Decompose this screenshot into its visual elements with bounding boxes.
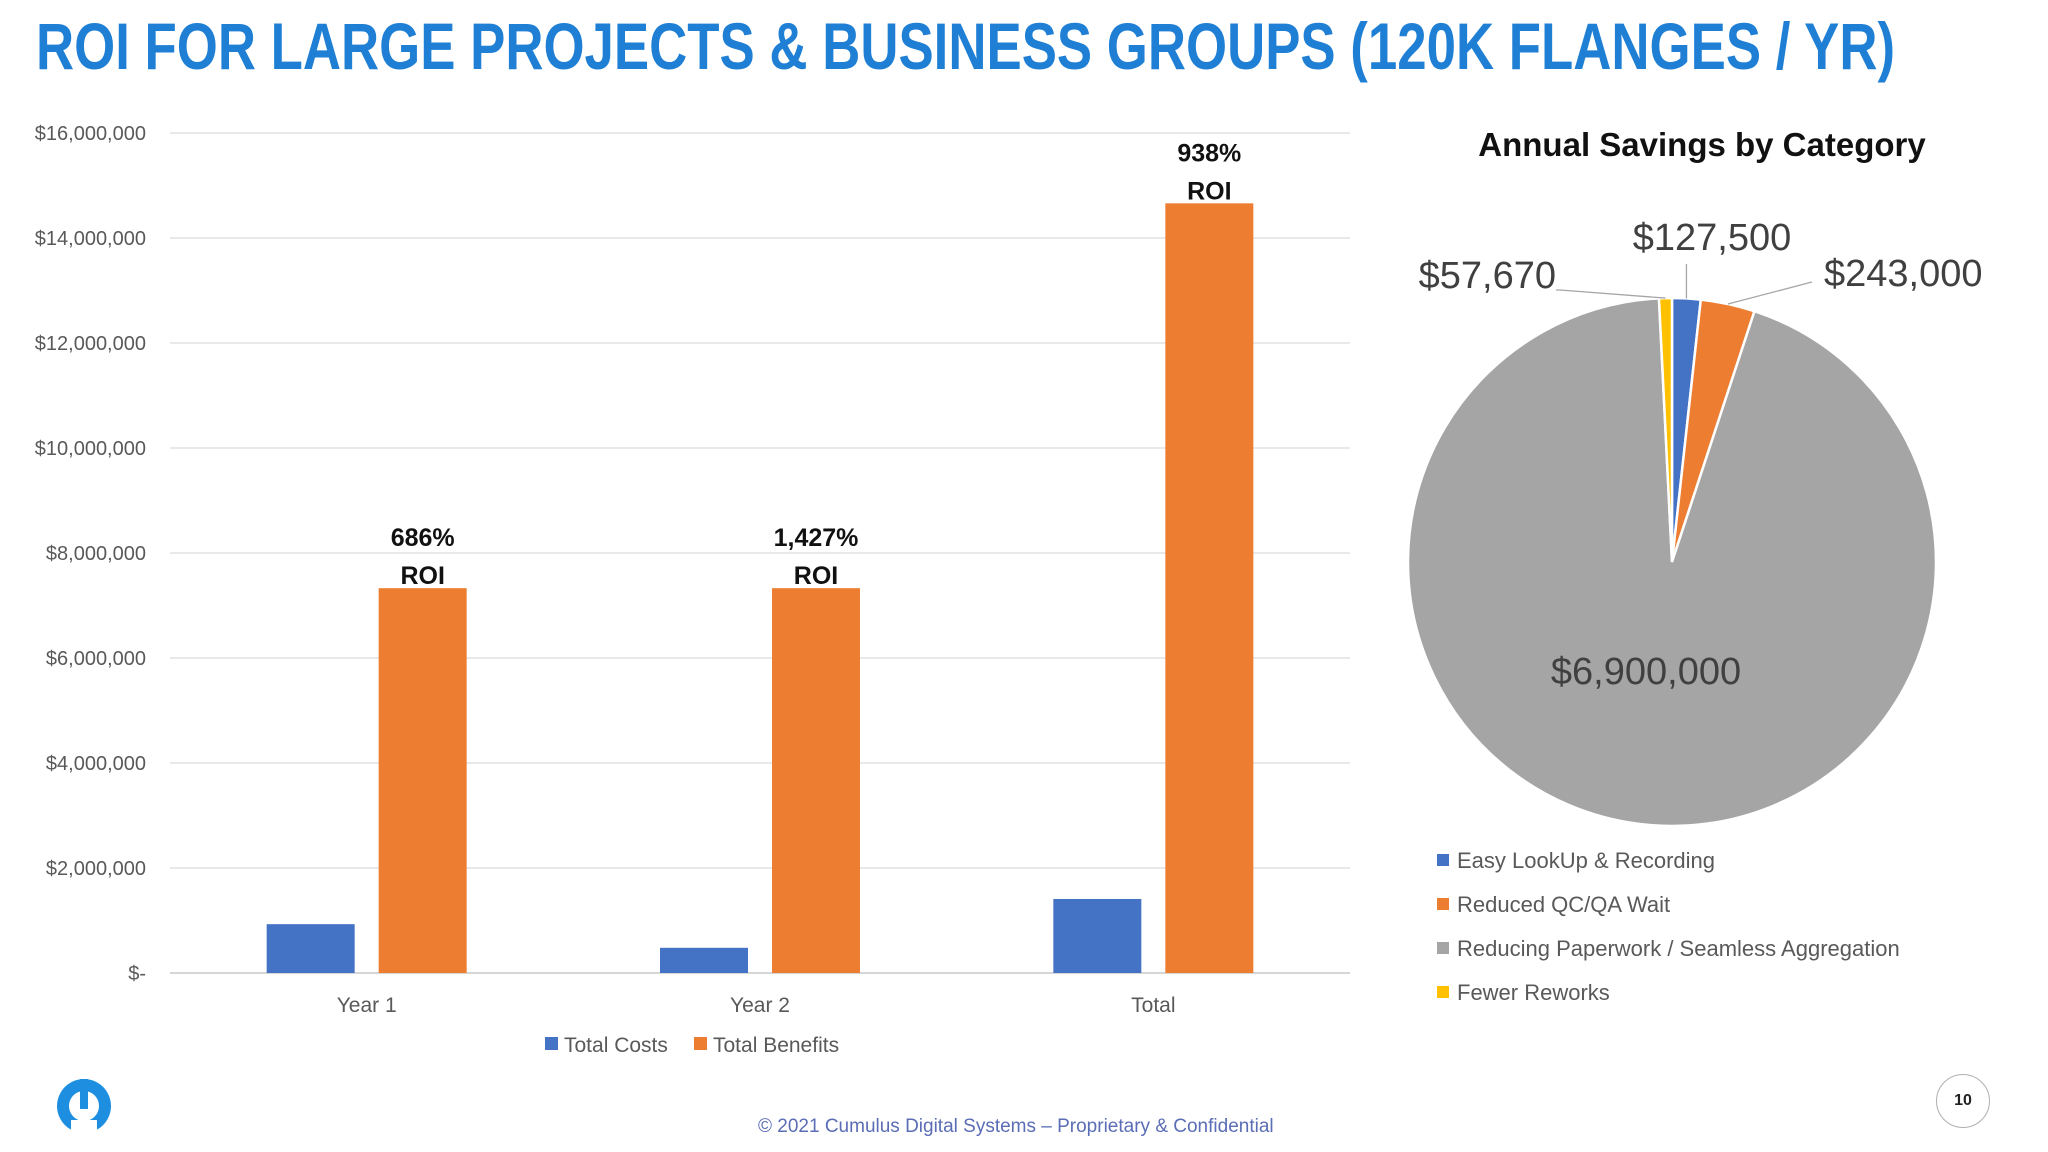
y-tick-label: $12,000,000 — [35, 333, 146, 355]
legend-label: Easy LookUp & Recording — [1457, 848, 1715, 873]
legend-swatch — [545, 1037, 558, 1050]
roi-label-value: 938% — [1177, 139, 1241, 167]
pie-chart: Annual Savings by Category $127,500 $243,0… — [1406, 126, 1983, 1005]
roi-label-value: 686% — [391, 524, 455, 552]
legend-swatch — [1437, 942, 1449, 954]
bar-chart: $- $2,000,000 $4,000,000 $6,000,000 $8,000,0… — [35, 123, 1350, 1057]
bar-total-benefits — [378, 588, 467, 973]
pie-title: Annual Savings by Category — [1478, 126, 1926, 163]
legend-label: Total Benefits — [713, 1034, 839, 1057]
legend-label: Reduced QC/QA Wait — [1457, 892, 1670, 917]
pie-leader-line — [1727, 281, 1813, 305]
y-tick-label: $16,000,000 — [35, 123, 146, 145]
legend-label: Total Costs — [564, 1034, 668, 1057]
pie-leader-line — [1556, 289, 1666, 299]
y-tick-label: $8,000,000 — [46, 543, 146, 565]
pie-slice — [1406, 297, 1938, 828]
y-tick-label: $6,000,000 — [46, 648, 146, 670]
roi-label-suffix: ROI — [1187, 177, 1231, 205]
y-tick-label: $4,000,000 — [46, 753, 146, 775]
x-tick-label: Total — [1131, 994, 1175, 1017]
y-tick-label: $10,000,000 — [35, 438, 146, 460]
bar-total-costs — [660, 947, 748, 973]
y-tick-label: $- — [128, 963, 146, 985]
y-tick-label: $14,000,000 — [35, 228, 146, 250]
x-tick-label: Year 2 — [730, 994, 790, 1017]
bar-total-benefits — [1165, 203, 1254, 974]
slide-title: ROI FOR LARGE PROJECTS & BUSINESS GROUPS… — [36, 9, 1896, 83]
legend-label: Reducing Paperwork / Seamless Aggregatio… — [1457, 936, 1900, 961]
y-tick-label: $2,000,000 — [46, 858, 146, 880]
legend-label: Fewer Reworks — [1457, 980, 1610, 1005]
pie-data-label: $6,900,000 — [1551, 651, 1741, 693]
page-number: 10 — [1936, 1074, 1990, 1128]
x-tick-label: Year 1 — [337, 994, 397, 1017]
bar-total-costs — [1053, 898, 1142, 973]
pie-data-label: $127,500 — [1633, 217, 1792, 259]
roi-label-value: 1,427% — [774, 524, 859, 552]
bar-total-costs — [266, 924, 355, 973]
legend-swatch — [694, 1037, 707, 1050]
legend-swatch — [1437, 898, 1449, 910]
pie-data-label: $57,670 — [1419, 255, 1556, 297]
footer-copyright: © 2021 Cumulus Digital Systems – Proprie… — [758, 1116, 1274, 1137]
legend-swatch — [1437, 854, 1449, 866]
legend-swatch — [1437, 986, 1449, 998]
roi-label-suffix: ROI — [400, 562, 444, 590]
pie-data-label: $243,000 — [1824, 253, 1983, 295]
roi-label-suffix: ROI — [794, 562, 838, 590]
bar-total-benefits — [772, 588, 860, 973]
